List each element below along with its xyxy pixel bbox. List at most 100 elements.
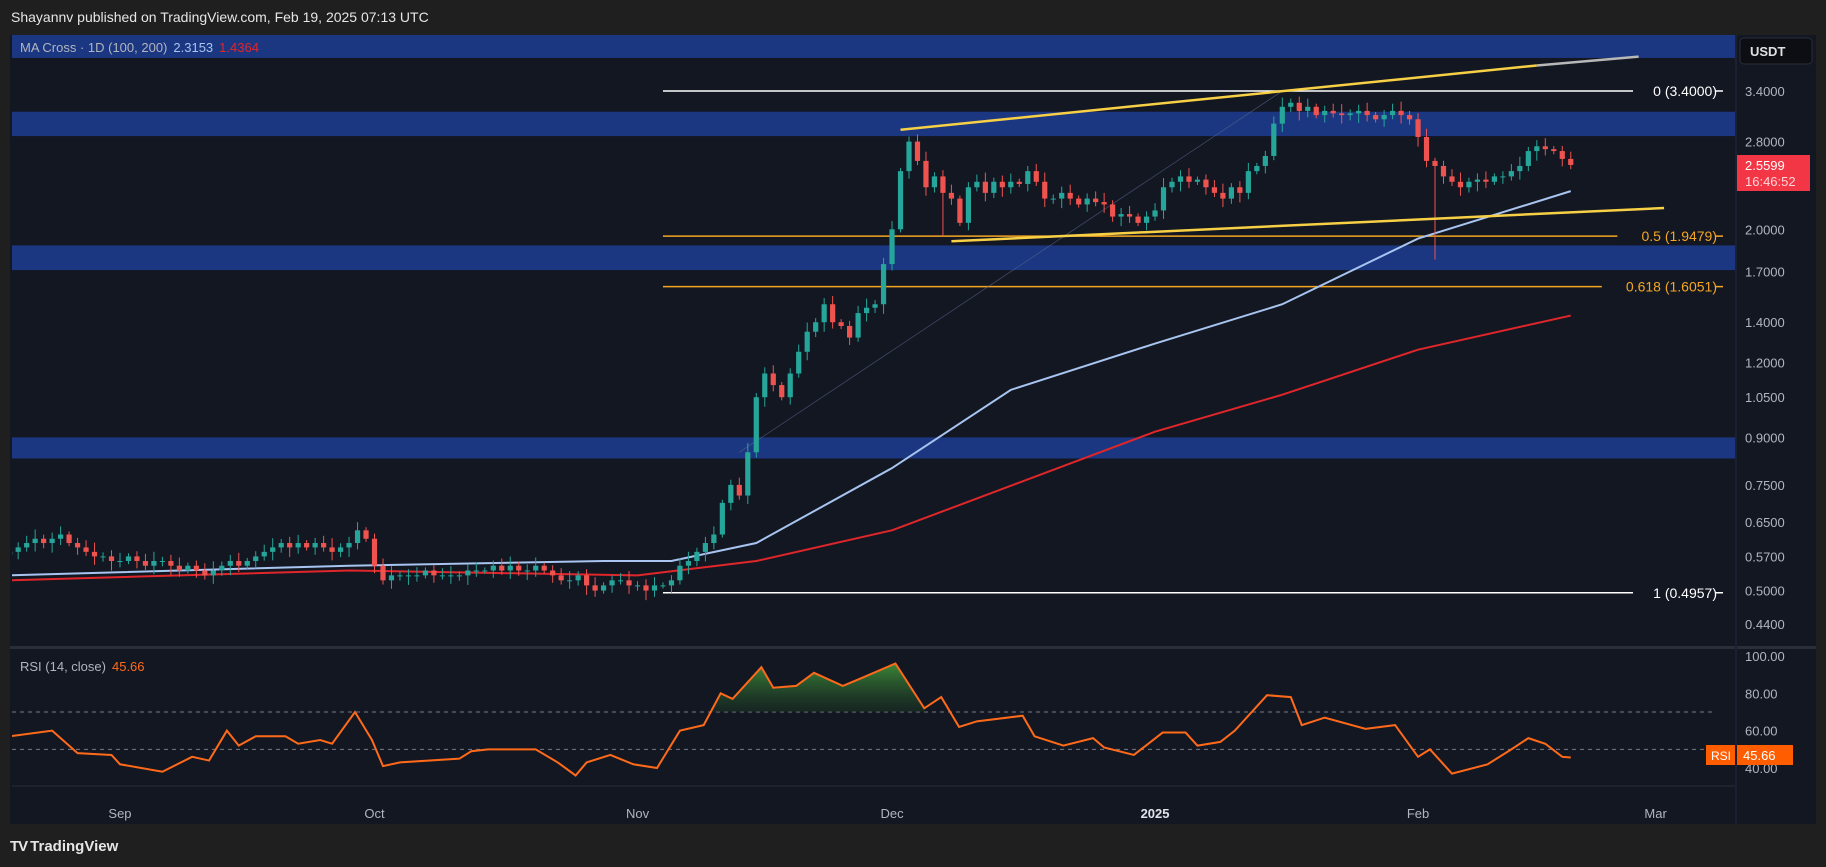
candle-body: [813, 322, 819, 332]
candle-body: [1135, 216, 1141, 223]
candle-body: [134, 556, 140, 562]
candle-body: [1508, 171, 1514, 177]
candle-body: [643, 585, 649, 591]
candle-body: [736, 484, 742, 496]
candle-body: [1152, 210, 1158, 217]
ma200-line: [12, 314, 1571, 582]
candle-body: [897, 171, 904, 230]
countdown: 16:46:52: [1745, 174, 1796, 189]
rsi-legend-value: 45.66: [112, 659, 145, 674]
candle-body: [1322, 110, 1328, 116]
candle-body: [473, 570, 479, 572]
candle-body: [363, 530, 369, 539]
price-tick: 3.4000: [1745, 84, 1785, 99]
time-tick: Dec: [880, 806, 904, 821]
main-pane: [12, 35, 1735, 601]
candle-body: [1016, 181, 1022, 184]
time-tick: Nov: [626, 806, 650, 821]
drawing-diagonal: [739, 90, 1283, 453]
candle-body: [15, 547, 21, 552]
candle-body: [965, 187, 971, 223]
legend-part-0: MA Cross · 1D (100, 200): [20, 40, 167, 55]
candle-body: [923, 160, 929, 188]
candle-body: [1474, 179, 1481, 182]
tradingview-logo[interactable]: TV TradingView: [10, 838, 118, 855]
candle-body: [414, 575, 420, 577]
rsi-pane: [12, 662, 1715, 777]
candle-body: [847, 325, 853, 338]
candle-body: [1059, 192, 1065, 199]
candle-body: [278, 543, 284, 548]
fib-label-0: 0 (3.4000): [1653, 83, 1717, 99]
time-tick: Oct: [364, 806, 385, 821]
candle-body: [321, 543, 327, 548]
candle-body: [1542, 146, 1548, 150]
brand-name: TradingView: [30, 838, 119, 855]
candle-body: [804, 331, 810, 352]
currency-button[interactable]: [1739, 37, 1813, 65]
candle-body: [397, 575, 403, 577]
rsi-badge-value: 45.66: [1743, 748, 1776, 763]
trendline-0: [900, 64, 1537, 132]
candle-body: [1440, 165, 1447, 177]
candle-body: [1389, 110, 1396, 116]
candle-body: [1330, 110, 1336, 114]
candle-body: [1254, 165, 1260, 172]
candle-body: [244, 561, 250, 566]
candle-body: [261, 551, 267, 557]
candle-body: [550, 570, 556, 576]
time-tick: Mar: [1644, 806, 1667, 821]
candle-body: [1203, 179, 1209, 188]
candle-body: [762, 373, 768, 398]
candle-body: [1356, 110, 1362, 114]
candle-body: [702, 543, 708, 552]
candle-body: [337, 547, 344, 552]
candle-body: [626, 580, 632, 586]
candle-body: [1101, 202, 1107, 205]
candle-body: [287, 543, 293, 548]
candle-body: [253, 556, 259, 562]
candle-body: [694, 551, 700, 562]
candle-body: [906, 141, 912, 172]
candle-body: [753, 397, 759, 453]
candle-body: [1169, 181, 1175, 188]
candle-body: [1551, 149, 1557, 152]
candle-body: [49, 538, 55, 544]
sr-zone-2: [12, 245, 1735, 271]
candle-body: [1347, 113, 1353, 116]
candle-body: [1483, 179, 1489, 182]
candle-body: [227, 561, 233, 566]
fib-label-bg-1: [1617, 227, 1715, 246]
candle-body: [1160, 187, 1167, 211]
candle-body: [872, 304, 878, 308]
candle-body: [41, 538, 47, 544]
candle-body: [1517, 165, 1523, 172]
candle-body: [388, 575, 395, 581]
rsi-legend: RSI (14, close) 45.66: [20, 659, 145, 674]
candle-body: [1186, 176, 1192, 182]
candle-body: [957, 198, 963, 223]
last-price: 2.5599: [1745, 158, 1785, 173]
candle-body: [1228, 187, 1234, 199]
candle-body: [617, 580, 624, 582]
price-tick: 0.7500: [1745, 478, 1785, 493]
candle-body: [575, 575, 581, 581]
candle-body: [863, 307, 870, 314]
candle-body: [1067, 192, 1073, 199]
candle-body: [456, 575, 462, 577]
candle-body: [1093, 198, 1099, 203]
candle-body: [524, 570, 530, 572]
candle-body: [855, 313, 861, 338]
trendline-1: [951, 206, 1665, 243]
candle-body: [830, 304, 836, 323]
candle-body: [660, 585, 666, 587]
candle-body: [728, 484, 734, 503]
candle-body: [168, 561, 174, 566]
candle-body: [1220, 192, 1226, 199]
price-tick: 0.6500: [1745, 515, 1785, 530]
candle-body: [1279, 106, 1285, 124]
candle-body: [202, 570, 208, 576]
candle-body: [380, 565, 386, 581]
candle-body: [1457, 181, 1464, 188]
